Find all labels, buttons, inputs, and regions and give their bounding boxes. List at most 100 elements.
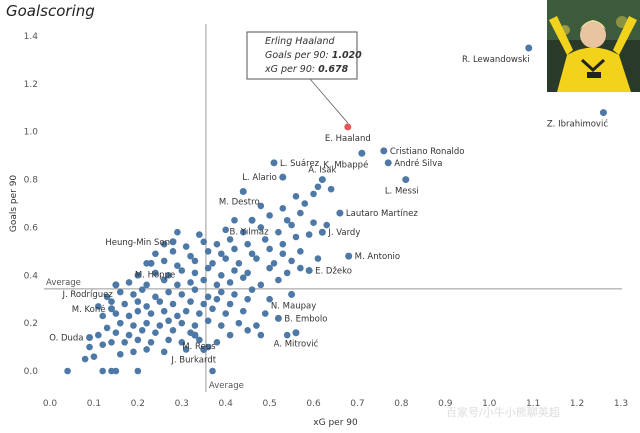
- data-point: [213, 338, 221, 346]
- data-point: [178, 291, 186, 298]
- x-tick-label: 0.5: [262, 399, 276, 409]
- data-point: [143, 303, 150, 310]
- x-axis-label: xG per 90: [313, 418, 358, 428]
- x-tick-label: 0.4: [219, 399, 234, 409]
- data-point: [297, 209, 304, 217]
- data-point: [160, 276, 168, 284]
- data-point: [275, 276, 282, 284]
- data-point: [156, 322, 164, 329]
- data-point: [200, 238, 208, 246]
- data-point: [134, 307, 142, 315]
- data-point: [182, 307, 190, 315]
- data-point: [130, 291, 137, 298]
- data-point: [384, 159, 392, 167]
- data-point: [305, 231, 313, 238]
- data-point: [147, 338, 155, 346]
- data-point: [103, 324, 111, 332]
- data-point: [187, 298, 194, 305]
- tooltip-box: [246, 31, 358, 80]
- data-point: [314, 255, 322, 262]
- data-point: [279, 240, 287, 248]
- data-point: [209, 260, 216, 267]
- data-point: [178, 267, 186, 274]
- data-point: [248, 216, 256, 224]
- data-point: [599, 109, 607, 117]
- data-point: [218, 322, 225, 329]
- data-point: [191, 269, 199, 277]
- data-point: [261, 310, 269, 317]
- data-point: [244, 295, 251, 303]
- x-tick-label: 0.6: [306, 399, 321, 409]
- point-label: M. Koné: [72, 304, 106, 315]
- data-point: [244, 240, 251, 248]
- data-point: [204, 248, 212, 255]
- point-label: Lautaro Martínez: [346, 209, 418, 219]
- data-point: [169, 327, 177, 334]
- data-point: [81, 355, 89, 363]
- data-point: [169, 248, 177, 255]
- point-label: A. Isak: [308, 166, 336, 176]
- data-point: [112, 310, 120, 317]
- data-point: [358, 149, 366, 157]
- data-point: [305, 267, 313, 274]
- data-point: [187, 279, 194, 286]
- data-point: [257, 202, 265, 210]
- player-photo-icon: [547, 0, 640, 92]
- data-point: [222, 255, 229, 262]
- tooltip-xg: xG per 90: 0.678: [264, 64, 349, 75]
- tooltip-pointer: [309, 78, 349, 124]
- data-point: [231, 245, 238, 253]
- tooltip-goals-value: 1.020: [332, 50, 362, 61]
- data-point: [196, 336, 203, 344]
- point-label: E. Džeko: [315, 267, 352, 277]
- x-tick-label: 1.3: [614, 399, 628, 409]
- x-tick-label: 0.3: [175, 399, 189, 409]
- data-point: [125, 279, 133, 286]
- data-point: [239, 307, 247, 315]
- data-point: [292, 329, 300, 337]
- x-tick-label: 1.1: [526, 399, 540, 409]
- data-point: [310, 190, 317, 198]
- data-point: [196, 231, 203, 238]
- point-label: L. Suárez: [280, 159, 320, 169]
- data-point: [116, 288, 124, 296]
- data-point: [266, 264, 273, 272]
- data-point: [187, 252, 194, 260]
- data-point: [191, 331, 199, 339]
- point-label: André Silva: [394, 158, 442, 169]
- x-tick-label: 0.0: [43, 399, 58, 409]
- data-point: [86, 343, 93, 351]
- data-point: [165, 288, 172, 296]
- data-point: [257, 224, 265, 231]
- data-point: [279, 173, 287, 181]
- data-point: [266, 295, 273, 303]
- data-point: [112, 367, 120, 375]
- data-point: [138, 286, 146, 293]
- data-point: [257, 281, 265, 289]
- data-point: [174, 262, 181, 270]
- data-point: [314, 183, 322, 191]
- data-point: [380, 147, 388, 155]
- data-point: [138, 327, 146, 334]
- point-label: Cristiano Ronaldo: [390, 147, 465, 157]
- chart-title: Goalscoring: [6, 2, 95, 20]
- data-point: [99, 312, 107, 320]
- data-point: [95, 331, 102, 339]
- data-point: [152, 269, 159, 277]
- data-point: [112, 329, 120, 337]
- data-point: [244, 269, 251, 277]
- data-point: [143, 319, 150, 327]
- point-label: L. Alario: [242, 173, 277, 183]
- data-point: [116, 350, 124, 358]
- data-point: [134, 271, 142, 279]
- y-tick-label: 1.0: [24, 128, 39, 138]
- data-point: [178, 338, 186, 346]
- data-point: [248, 286, 256, 293]
- data-point: [274, 314, 282, 322]
- data-point: [402, 176, 410, 184]
- data-point: [116, 319, 124, 327]
- point-label: J. Rodríguez: [62, 290, 114, 300]
- data-point: [165, 271, 172, 279]
- data-point: [134, 367, 142, 375]
